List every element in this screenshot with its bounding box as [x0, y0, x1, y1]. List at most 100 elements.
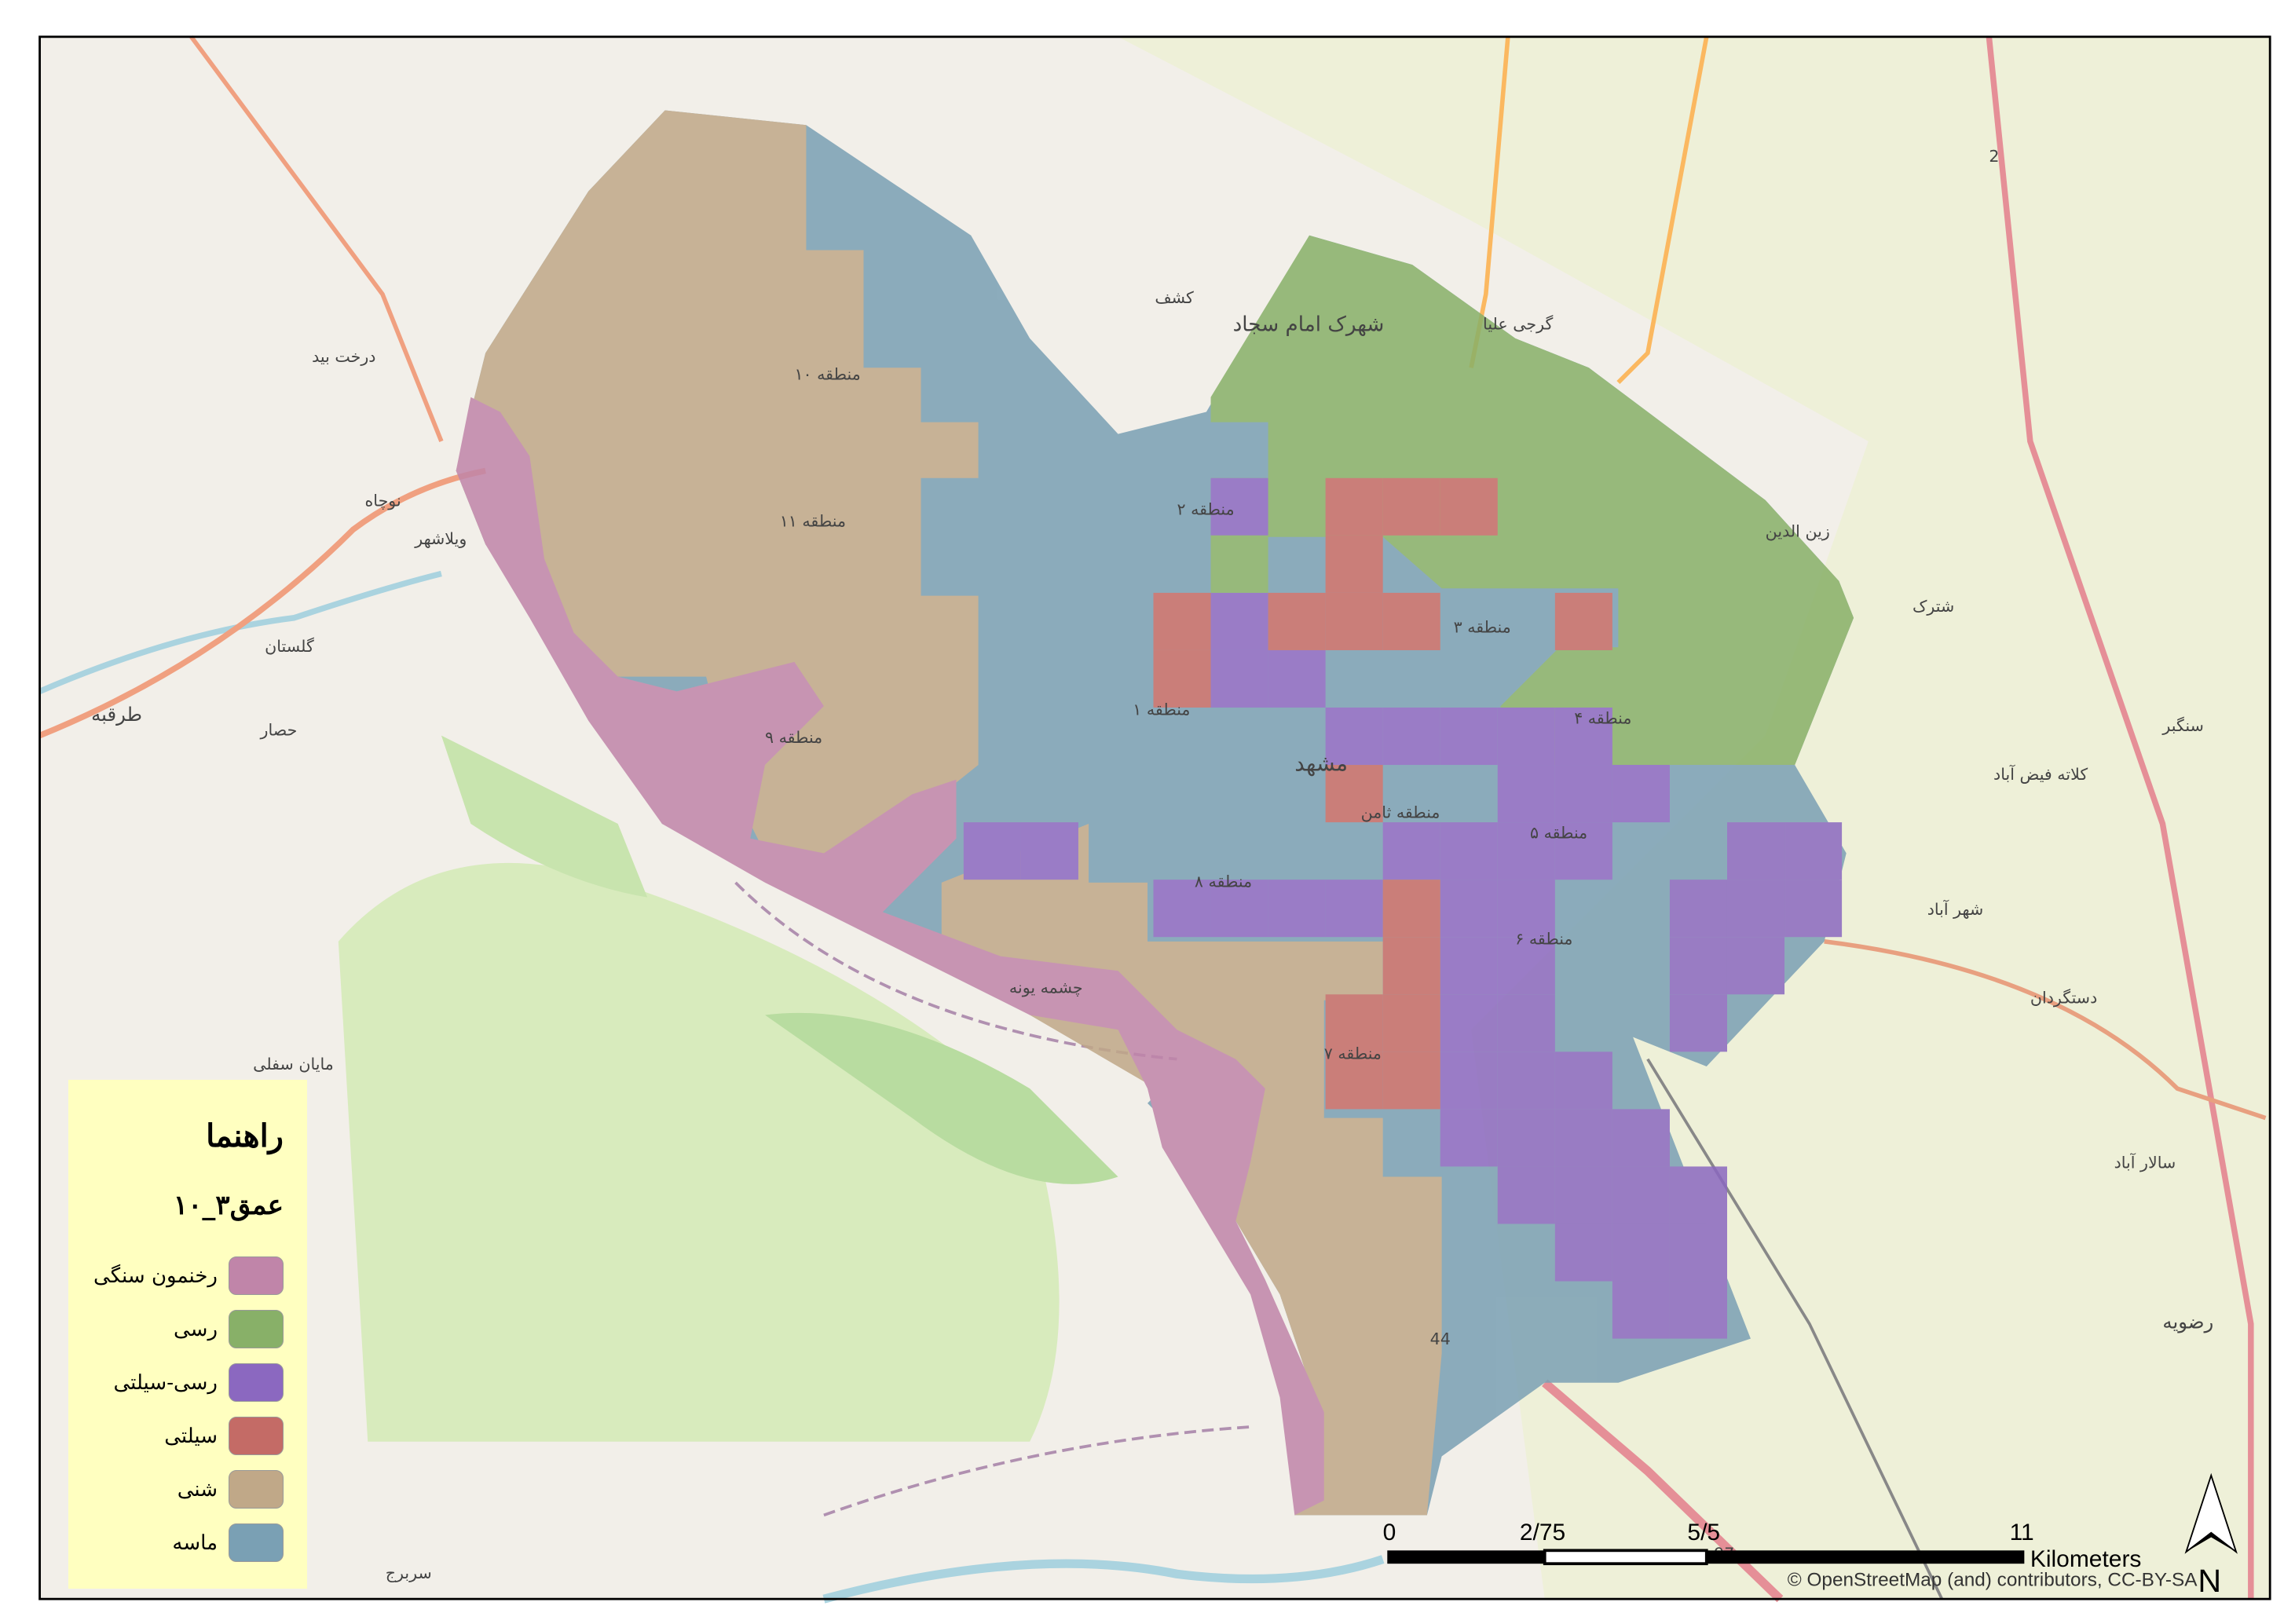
soil-cell-silty-clay: [1726, 822, 1785, 880]
soil-cell-silty-clay: [1440, 822, 1498, 880]
soil-cell-silty-clay: [1440, 708, 1498, 766]
map-label-city: مشهد: [1294, 751, 1348, 777]
legend-label: رخنمون سنگی: [93, 1264, 218, 1288]
attribution[interactable]: © OpenStreetMap (and) contributors, CC-B…: [1788, 1569, 2198, 1590]
soil-cell-silty-clay: [1554, 1052, 1612, 1110]
soil-cell-silt: [1382, 880, 1440, 938]
soil-cell-silty-clay: [1497, 822, 1555, 880]
soil-cell-silt: [1382, 592, 1440, 650]
soil-cell-silty-clay: [1554, 1223, 1612, 1282]
map-label-tolu: چشمه یونه: [1009, 978, 1083, 997]
map-label-kalate-feyz: کلاته فیض آباد: [1993, 764, 2088, 784]
soil-cell-silty-clay: [1497, 994, 1555, 1052]
soil-cell-silty-clay: [1440, 994, 1498, 1052]
map-label-district-5: منطقه ۵: [1530, 824, 1587, 843]
map-label-shahrabad: شهر آباد: [1927, 899, 1984, 919]
soil-cell-silty-clay: [1612, 1281, 1670, 1339]
legend-swatch: [229, 1363, 284, 1402]
map-label-district-10: منطقه ۱۰: [794, 364, 860, 383]
map-label-dorokh: درخت بید: [312, 347, 375, 366]
soil-cell-silty-clay: [1612, 1109, 1670, 1167]
map-label-sharak: شترک: [1912, 597, 1954, 616]
soil-cell-silty-clay: [1726, 880, 1785, 938]
soil-cell-silty-clay: [1669, 1223, 1727, 1282]
admin-boundary: [734, 881, 1177, 1061]
soil-cell-silty-clay: [1210, 880, 1268, 938]
legend-label: سیلتی: [164, 1424, 218, 1448]
legend-label: رسی: [173, 1317, 218, 1341]
legend-item: سیلتی: [164, 1417, 284, 1455]
soil-cell-silty-clay: [1554, 1166, 1612, 1224]
soil-cell-silt: [1325, 477, 1383, 536]
soil-cell-silty-clay: [1382, 822, 1440, 880]
map-label-golestan: گلستان: [265, 637, 314, 656]
soil-cell-silt: [1382, 1052, 1440, 1110]
north-arrow-label: N: [2198, 1563, 2221, 1599]
map-frame: [38, 35, 2271, 1600]
soil-cell-silty-clay: [1669, 994, 1727, 1052]
legend-swatch: [229, 1417, 284, 1455]
north-arrow-icon: N: [2184, 1472, 2238, 1599]
soil-cell-silty-clay: [1669, 1281, 1727, 1339]
map-label-zeinodin: زین الدین: [1766, 522, 1830, 541]
map-label-district-7: منطقه ۷: [1324, 1044, 1382, 1063]
soil-cell-silt: [1325, 765, 1383, 823]
admin-boundary: [823, 1425, 1251, 1517]
soil-cell-silty-clay: [1497, 1109, 1555, 1167]
soil-cell-silty-clay: [1325, 708, 1383, 766]
legend-label: شنی: [177, 1477, 218, 1501]
soil-cell-silt: [1440, 477, 1498, 536]
highway: [1616, 36, 1709, 385]
map-label-district-6: منطقه ۶: [1515, 930, 1572, 949]
map-label-vakilabad: ویلاشهر: [414, 529, 467, 548]
soil-cell-silt: [1153, 592, 1211, 650]
map-label-district-8: منطقه ۸: [1195, 872, 1252, 891]
soil-cell-silty-clay: [1440, 937, 1498, 995]
soil-cell-silty-clay: [1554, 1109, 1612, 1167]
soil-cell-silty-clay: [1554, 765, 1612, 823]
soil-cell-silty-clay: [1325, 880, 1383, 938]
scale-bar-segment: [1387, 1550, 1545, 1564]
soil-cell-silt: [1325, 592, 1383, 650]
map-label-district-11: منطقه ۱۱: [780, 512, 846, 531]
soil-cell-silt: [1153, 649, 1211, 708]
soil-cell-silty-clay: [1497, 708, 1555, 766]
railway: [1646, 1058, 1944, 1600]
soil-cell-silty-clay: [1440, 1109, 1498, 1167]
legend-layer-name: عمق۳_۱۰: [173, 1190, 284, 1221]
soil-cell-clay: [1210, 535, 1268, 593]
soil-cell-silty-clay: [1497, 1166, 1555, 1224]
map-label-razaviyeh: رضویه: [2162, 1310, 2213, 1333]
soil-cell-silty-clay: [1153, 880, 1211, 938]
legend-item: رسی: [174, 1310, 284, 1348]
legend-item: رخنمون سنگی: [93, 1256, 284, 1295]
map-label-district-2: منطقه ۲: [1177, 500, 1234, 519]
soil-cell-silty-clay: [1612, 1166, 1670, 1224]
map-label-noghan: نوچاه: [365, 491, 401, 510]
soil-cell-silty-clay: [1669, 937, 1727, 995]
soil-cell-silty-clay: [1497, 765, 1555, 823]
map-label-torqabeh: طرقبه: [91, 703, 142, 726]
map-label-gorji: گرجی علیا: [1483, 315, 1553, 334]
soil-cell-silty-clay: [1497, 880, 1555, 938]
legend-item: رسی-سیلتی: [113, 1363, 284, 1402]
map-label-dastgerdan: دستگردان: [2030, 989, 2097, 1008]
scale-tick-label: 11: [2010, 1520, 2034, 1545]
legend-swatch: [229, 1256, 284, 1295]
soil-cell-silty-clay: [1268, 649, 1326, 708]
map-label-mayan: مایان سفلی: [253, 1055, 334, 1074]
map-label-district-1: منطقه ۱: [1133, 700, 1190, 719]
scale-tick-label: 5/5: [1687, 1520, 1720, 1545]
soil-cell-silty-clay: [1726, 937, 1785, 995]
map-label-shahrak-emam-sajjad: شهرک امام سجاد: [1233, 313, 1385, 336]
legend-item: ماسه: [172, 1523, 284, 1562]
soil-cell-silty-clay: [1440, 1052, 1498, 1110]
river: [822, 1555, 1385, 1604]
river: [38, 570, 442, 694]
soil-zone-clay: [1210, 235, 1854, 766]
forest-area: [765, 1012, 1118, 1184]
map-label-salarabad: سالار آباد: [2114, 1152, 2176, 1172]
map-label-route-2: 2: [1989, 147, 1999, 166]
legend-label: ماسه: [172, 1531, 218, 1555]
